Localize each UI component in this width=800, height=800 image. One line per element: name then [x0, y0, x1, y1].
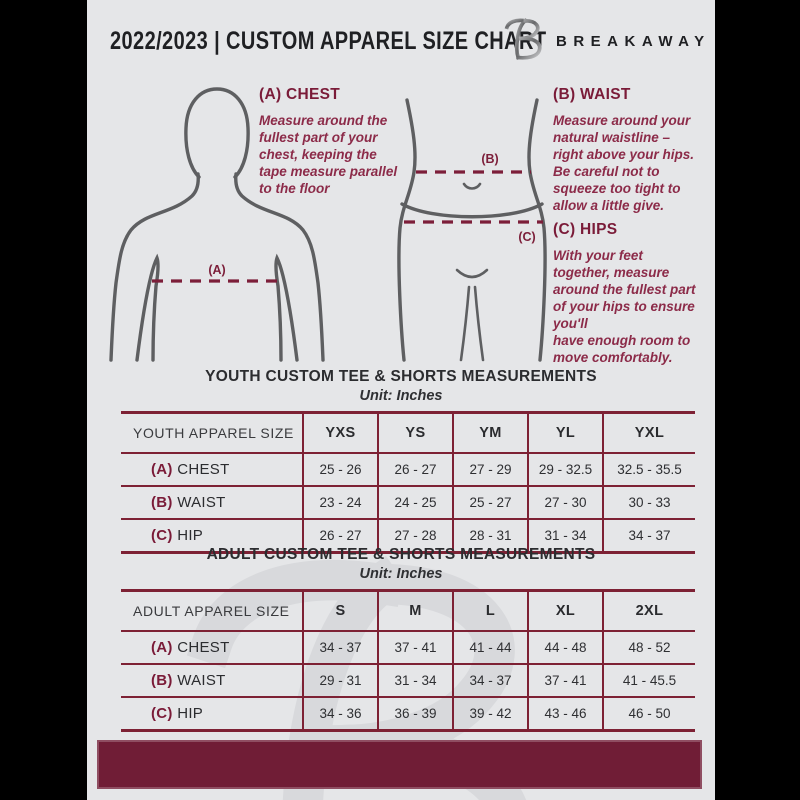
hips-instruction-block: (C) HIPS With your feet together, measur…: [553, 221, 715, 366]
youth-size-ys: YS: [377, 412, 453, 454]
adult-size-l: L: [452, 590, 528, 632]
measurement-cell: 24 - 25: [377, 486, 453, 520]
hips-instruction-text: With your feet together, measure around …: [553, 248, 696, 365]
youth-chest-label: (A) CHEST: [121, 453, 303, 487]
chest-instruction-block: (A) CHEST Measure around the fullest par…: [259, 86, 429, 197]
adult-size-s: S: [302, 590, 378, 632]
measurement-cell: 23 - 24: [302, 486, 378, 520]
youth-size-yl: YL: [527, 412, 603, 454]
document-page: 2022/2023 | CUSTOM APPAREL SIZE CHART BR…: [87, 0, 715, 800]
measurement-cell: 43 - 46: [527, 697, 603, 731]
measurement-cell: 37 - 41: [377, 631, 453, 665]
left-inner-leg: [459, 285, 471, 362]
chest-line-label: (A): [208, 263, 225, 277]
table-row: (A) CHEST 34 - 37 37 - 41 41 - 44 44 - 4…: [121, 631, 695, 665]
measurement-cell: 41 - 45.5: [602, 664, 695, 698]
measurement-cell: 41 - 44: [452, 631, 528, 665]
measurement-cell: 37 - 41: [527, 664, 603, 698]
adult-waist-label: (B) WAIST: [121, 664, 303, 698]
chest-instruction-text: Measure around the fullest part of your …: [259, 113, 398, 196]
breakaway-b-logo-icon: [500, 18, 542, 60]
measurement-cell: 27 - 30: [527, 486, 603, 520]
youth-size-yxs: YXS: [302, 412, 378, 454]
youth-size-ym: YM: [452, 412, 528, 454]
head-outline: [184, 87, 250, 179]
youth-section-title: YOUTH CUSTOM TEE & SHORTS MEASUREMENTS: [205, 368, 597, 385]
right-inner-leg: [473, 285, 485, 362]
measurement-cell: 25 - 26: [302, 453, 378, 487]
measurement-cell: 34 - 37: [602, 519, 695, 553]
measurement-lines: [152, 170, 543, 283]
adult-chest-label: (A) CHEST: [121, 631, 303, 665]
adult-size-table: ADULT APPAREL SIZE S M L XL 2XL (A) CHES…: [121, 589, 695, 732]
adult-size-xl: XL: [527, 590, 603, 632]
youth-size-yxl: YXL: [602, 412, 695, 454]
measurement-cell: 34 - 37: [302, 631, 378, 665]
page-title: 2022/2023 | CUSTOM APPAREL SIZE CHART: [110, 27, 547, 55]
measurement-labels: (A) (B) (C): [208, 152, 535, 277]
measurement-cell: 34 - 37: [452, 664, 528, 698]
hip-line-label: (C): [518, 230, 535, 244]
right-armpit-torso-outline: [274, 253, 299, 362]
chest-instruction-heading: (A) CHEST: [259, 86, 341, 103]
youth-header-row: YOUTH APPAREL SIZE YXS YS YM YL YXL: [121, 412, 695, 454]
waist-instruction-heading: (B) WAIST: [553, 86, 631, 103]
hips-instruction-heading: (C) HIPS: [553, 221, 618, 238]
adult-unit-label: Unit: Inches: [359, 566, 443, 582]
measurement-cell: 28 - 31: [452, 519, 528, 553]
youth-size-table: YOUTH APPAREL SIZE YXS YS YM YL YXL (A) …: [121, 411, 695, 554]
brand-name: BREAKAWAY: [556, 33, 711, 50]
body-measurement-diagrams: (A) (B) (C): [109, 87, 547, 362]
left-hip-leg-outline: [397, 98, 417, 362]
adult-header-row: ADULT APPAREL SIZE S M L XL 2XL: [121, 590, 695, 632]
table-row: (B) WAIST 23 - 24 24 - 25 25 - 27 27 - 3…: [121, 486, 695, 520]
measurement-cell: 29 - 32.5: [527, 453, 603, 487]
measurement-cell: 30 - 33: [602, 486, 695, 520]
navel-mark: [462, 182, 482, 190]
adult-size-column-header: ADULT APPAREL SIZE: [121, 590, 303, 632]
measurement-cell: 46 - 50: [602, 697, 695, 731]
measurement-cell: 39 - 42: [452, 697, 528, 731]
youth-waist-label: (B) WAIST: [121, 486, 303, 520]
youth-hip-label: (C) HIP: [151, 527, 204, 544]
left-armpit-torso-outline: [135, 253, 160, 362]
measurement-cell: 31 - 34: [377, 664, 453, 698]
measurement-cell: 29 - 31: [302, 664, 378, 698]
adult-size-m: M: [377, 590, 453, 632]
adult-size-2xl: 2XL: [602, 590, 695, 632]
waistband-curve: [400, 202, 544, 219]
table-row: (B) WAIST 29 - 31 31 - 34 34 - 37 37 - 4…: [121, 664, 695, 698]
table-row: (C) HIP 26 - 27 27 - 28 28 - 31 31 - 34 …: [121, 519, 695, 553]
measurement-cell: 44 - 48: [527, 631, 603, 665]
hips-figure: [397, 98, 547, 362]
table-row: (C) HIP 34 - 36 36 - 39 39 - 42 43 - 46 …: [121, 697, 695, 731]
torso-figure: [109, 87, 325, 362]
crotch-curve: [455, 268, 489, 279]
waist-instruction-block: (B) WAIST Measure around your natural wa…: [553, 86, 713, 214]
measurement-cell: 27 - 28: [377, 519, 453, 553]
waist-line-label: (B): [481, 152, 498, 166]
right-shoulder-arm-outline: [234, 172, 325, 362]
measurement-cell: 27 - 29: [452, 453, 528, 487]
right-hip-leg-outline: [527, 98, 547, 362]
youth-size-column-header: YOUTH APPAREL SIZE: [121, 412, 303, 454]
adult-hip-label: (C) HIP: [151, 705, 204, 722]
waist-instruction-text: Measure around your natural waistline – …: [553, 113, 695, 213]
youth-unit-label: Unit: Inches: [359, 388, 443, 404]
measurement-cell: 31 - 34: [527, 519, 603, 553]
measurement-cell: 26 - 27: [302, 519, 378, 553]
left-shoulder-arm-outline: [109, 172, 200, 362]
measurement-cell: 25 - 27: [452, 486, 528, 520]
measurement-cell: 26 - 27: [377, 453, 453, 487]
measurement-cell: 32.5 - 35.5: [602, 453, 695, 487]
measurement-cell: 36 - 39: [377, 697, 453, 731]
table-row: (A) CHEST 25 - 26 26 - 27 27 - 29 29 - 3…: [121, 453, 695, 487]
footer-bar: [97, 740, 702, 789]
measurement-cell: 48 - 52: [602, 631, 695, 665]
measurement-cell: 34 - 36: [302, 697, 378, 731]
adult-section-title: ADULT CUSTOM TEE & SHORTS MEASUREMENTS: [206, 546, 596, 563]
